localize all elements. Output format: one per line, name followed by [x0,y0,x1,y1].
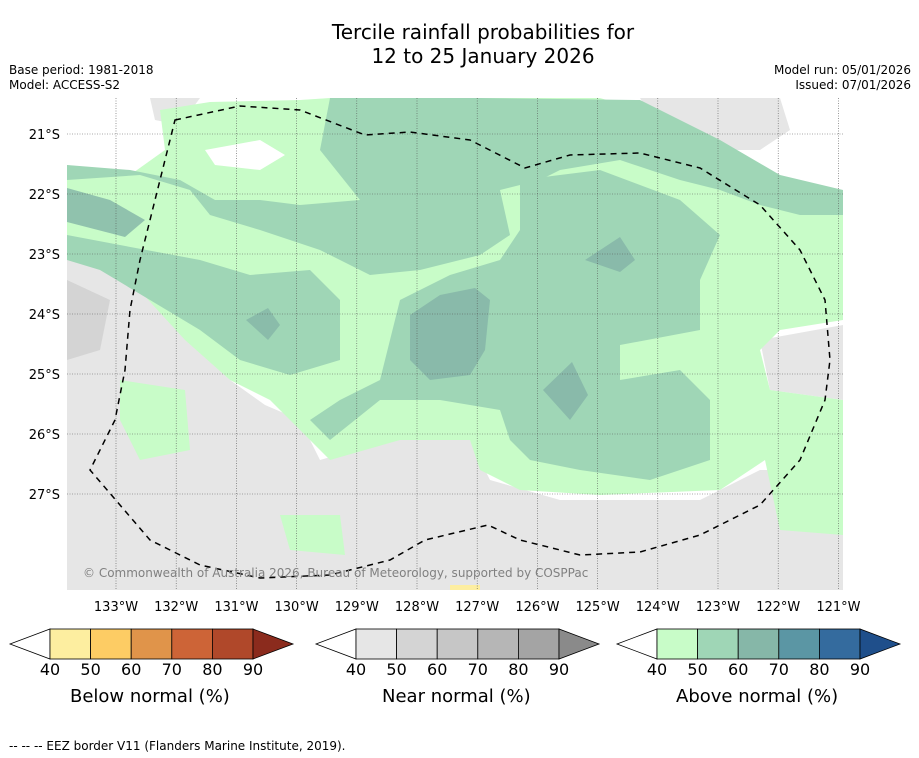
above-normal-50-region-north [67,98,843,275]
colorbar-above-graphic [615,628,902,660]
latitude-labels: 21°S 22°S 23°S 24°S 25°S 26°S 27°S [29,128,60,503]
white-patch-north [205,140,285,170]
colorbar-min-extend [314,628,357,660]
lon-label: 129°W [335,600,379,615]
colorbar-tick-label: 50 [80,660,101,679]
lon-label: 128°W [395,600,439,615]
colorbar-tick-label: 60 [728,660,749,679]
colorbar-segment [778,628,820,660]
lat-label: 22°S [29,188,60,203]
colorbar-segment [697,628,739,660]
colorbar-segment [477,628,519,660]
colorbar-below-label: Below normal (%) [70,686,230,707]
lon-label: 123°W [696,600,740,615]
longitude-labels: 133°W 132°W 131°W 130°W 129°W 128°W 127°W 126°W… [94,600,861,615]
lat-label: 27°S [29,488,60,503]
above-normal-40-region-s [280,515,345,555]
lon-label: 133°W [94,600,138,615]
above-normal-60-region-small [246,308,280,340]
lat-label: 24°S [29,308,60,323]
colorbar-segment [211,628,254,660]
colorbar-max-extend [252,628,295,660]
map-area [67,98,843,590]
lon-label: 130°W [275,600,319,615]
near-normal-region-east [760,325,843,400]
colorbar-max-extend [859,628,902,660]
above-normal-60-region-se [543,362,588,420]
colorbar-segment [130,628,173,660]
colorbar-tick-label: 50 [386,660,407,679]
lat-label: 23°S [29,248,60,263]
colorbar-tick-label: 50 [687,660,708,679]
colorbar-below-graphic [8,628,295,660]
colorbar-segment [171,628,213,660]
lon-label: 124°W [636,600,680,615]
colorbar-tick-label: 80 [508,660,529,679]
colorbar-min-extend [8,628,51,660]
above-normal-60-region-center [410,288,490,380]
near-normal-region-south [67,250,843,590]
colorbar-near-graphic [314,628,601,660]
title-line-2: 12 to 25 January 2026 [371,44,595,68]
colorbar-tick-label: 40 [39,660,61,679]
lon-label: 125°W [576,600,620,615]
colorbar-tick-label: 90 [548,660,570,679]
colorbar-tick-label: 70 [467,660,488,679]
above-normal-60-region-west [67,188,145,237]
near-normal-region-west [67,280,110,360]
colorbar-tick-label: 40 [646,660,668,679]
lat-label: 26°S [29,428,60,443]
colorbar-tick-label: 80 [202,660,223,679]
near-normal-colorbar: 40 50 60 70 80 90 Near normal (%) [314,620,614,720]
colorbar-tick-label: 60 [121,660,142,679]
eez-legend-note: -- -- -- EEZ border V11 (Flanders Marine… [9,739,346,753]
colorbar-segment [355,628,397,660]
colorbar-tick-label: 70 [161,660,182,679]
colorbar-segment [396,628,438,660]
colorbar-tick-label: 70 [768,660,789,679]
colorbar-near-label: Near normal (%) [382,686,531,707]
colorbar-tick-label: 80 [809,660,830,679]
grid-lines [67,98,843,590]
colorbar-tick-label: 40 [345,660,367,679]
lon-label: 131°W [214,600,258,615]
colorbar-segment [656,628,698,660]
colorbar-tick-label: 90 [849,660,871,679]
model-name: Model: ACCESS-S2 [9,78,121,92]
colorbar-segment [49,628,91,660]
map-title: Tercile rainfall probabilities for 12 to… [0,20,919,68]
lon-label: 126°W [515,600,559,615]
above-normal-40-region-sw [120,380,190,460]
colorbar-segment [818,628,861,660]
title-line-1: Tercile rainfall probabilities for [331,20,635,44]
lon-label: 121°W [816,600,860,615]
colorbar-tick-label: 60 [427,660,448,679]
colorbar-above-label: Above normal (%) [676,686,839,707]
issued-date: Issued: 07/01/2026 [795,78,911,92]
rainfall-map: © Commonwealth of Australia 2026, Bureau… [29,98,861,615]
below-normal-colorbar: 40 50 60 70 80 90 Below normal (%) [8,620,308,720]
lon-label: 132°W [154,600,198,615]
model-run: Model run: 05/01/2026 [773,63,911,77]
issue-info: Model run: 05/01/2026 Issued: 07/01/2026 [774,63,911,93]
above-normal-colorbar: 40 50 60 70 80 90 Above normal (%) [615,620,915,720]
colorbar-segment [436,628,479,660]
lat-label: 25°S [29,368,60,383]
colorbar-tick-label: 90 [242,660,264,679]
base-period: Base period: 1981-2018 [9,63,154,77]
lat-label: 21°S [29,128,60,143]
base-period-info: Base period: 1981-2018 Model: ACCESS-S2 [9,63,154,93]
above-normal-50-region-west [67,235,340,375]
colorbar-min-extend [615,628,658,660]
colorbar-max-extend [558,628,601,660]
eez-border-line [89,105,831,579]
lon-label: 122°W [756,600,800,615]
lon-label: 127°W [455,600,499,615]
colorbar-segment [90,628,132,660]
colorbar-segment [517,628,560,660]
below-normal-patch [450,585,480,590]
colorbar-segment [737,628,780,660]
copyright-text: © Commonwealth of Australia 2026, Bureau… [83,566,588,580]
